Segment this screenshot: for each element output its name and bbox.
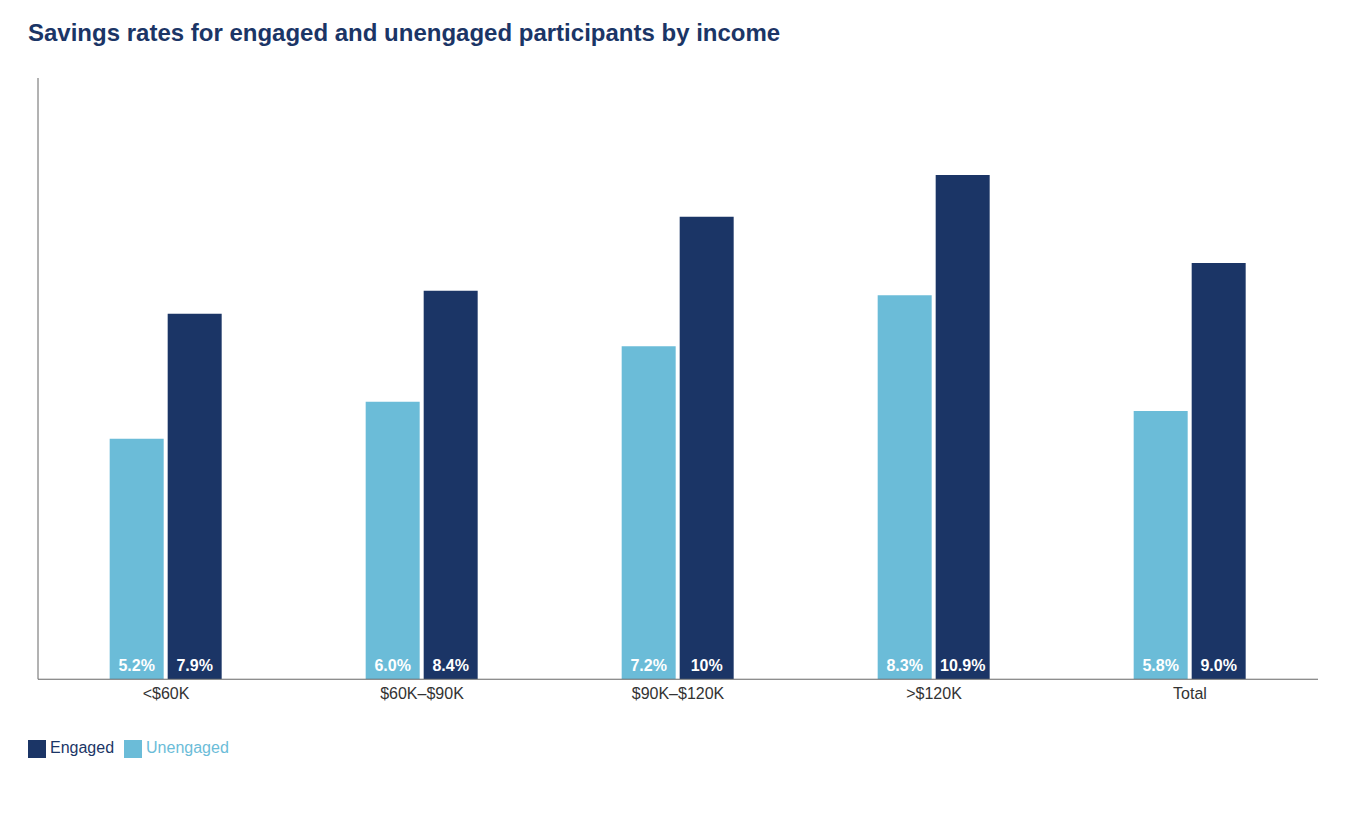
html-text:Savings rates for engaged and: Savings rates for engaged and unengaged … <box>28 19 781 46</box>
svg-text:9.0%: 9.0% <box>1200 657 1236 674</box>
svg-text:5.2%: 5.2% <box>118 657 154 674</box>
svg-text:>$120K: >$120K <box>906 685 962 702</box>
svg-text:<$60K: <$60K <box>143 685 190 702</box>
svg-text:$90K–$120K: $90K–$120K <box>632 685 725 702</box>
svg-text:5.8%: 5.8% <box>1142 657 1178 674</box>
svg-text:6.0%: 6.0% <box>374 657 410 674</box>
svg-text:10%: 10% <box>691 657 723 674</box>
svg-text:7.2%: 7.2% <box>630 657 666 674</box>
svg-text:8.3%: 8.3% <box>886 657 922 674</box>
svg-text:10.9%: 10.9% <box>940 657 985 674</box>
html-text:Engaged: Engaged <box>50 739 115 757</box>
svg-text:8.4%: 8.4% <box>432 657 468 674</box>
svg-text:Total: Total <box>1173 685 1207 702</box>
html-text:Unengaged: Unengaged <box>146 739 229 757</box>
svg-text:$60K–$90K: $60K–$90K <box>380 685 464 702</box>
svg-text:7.9%: 7.9% <box>176 657 212 674</box>
